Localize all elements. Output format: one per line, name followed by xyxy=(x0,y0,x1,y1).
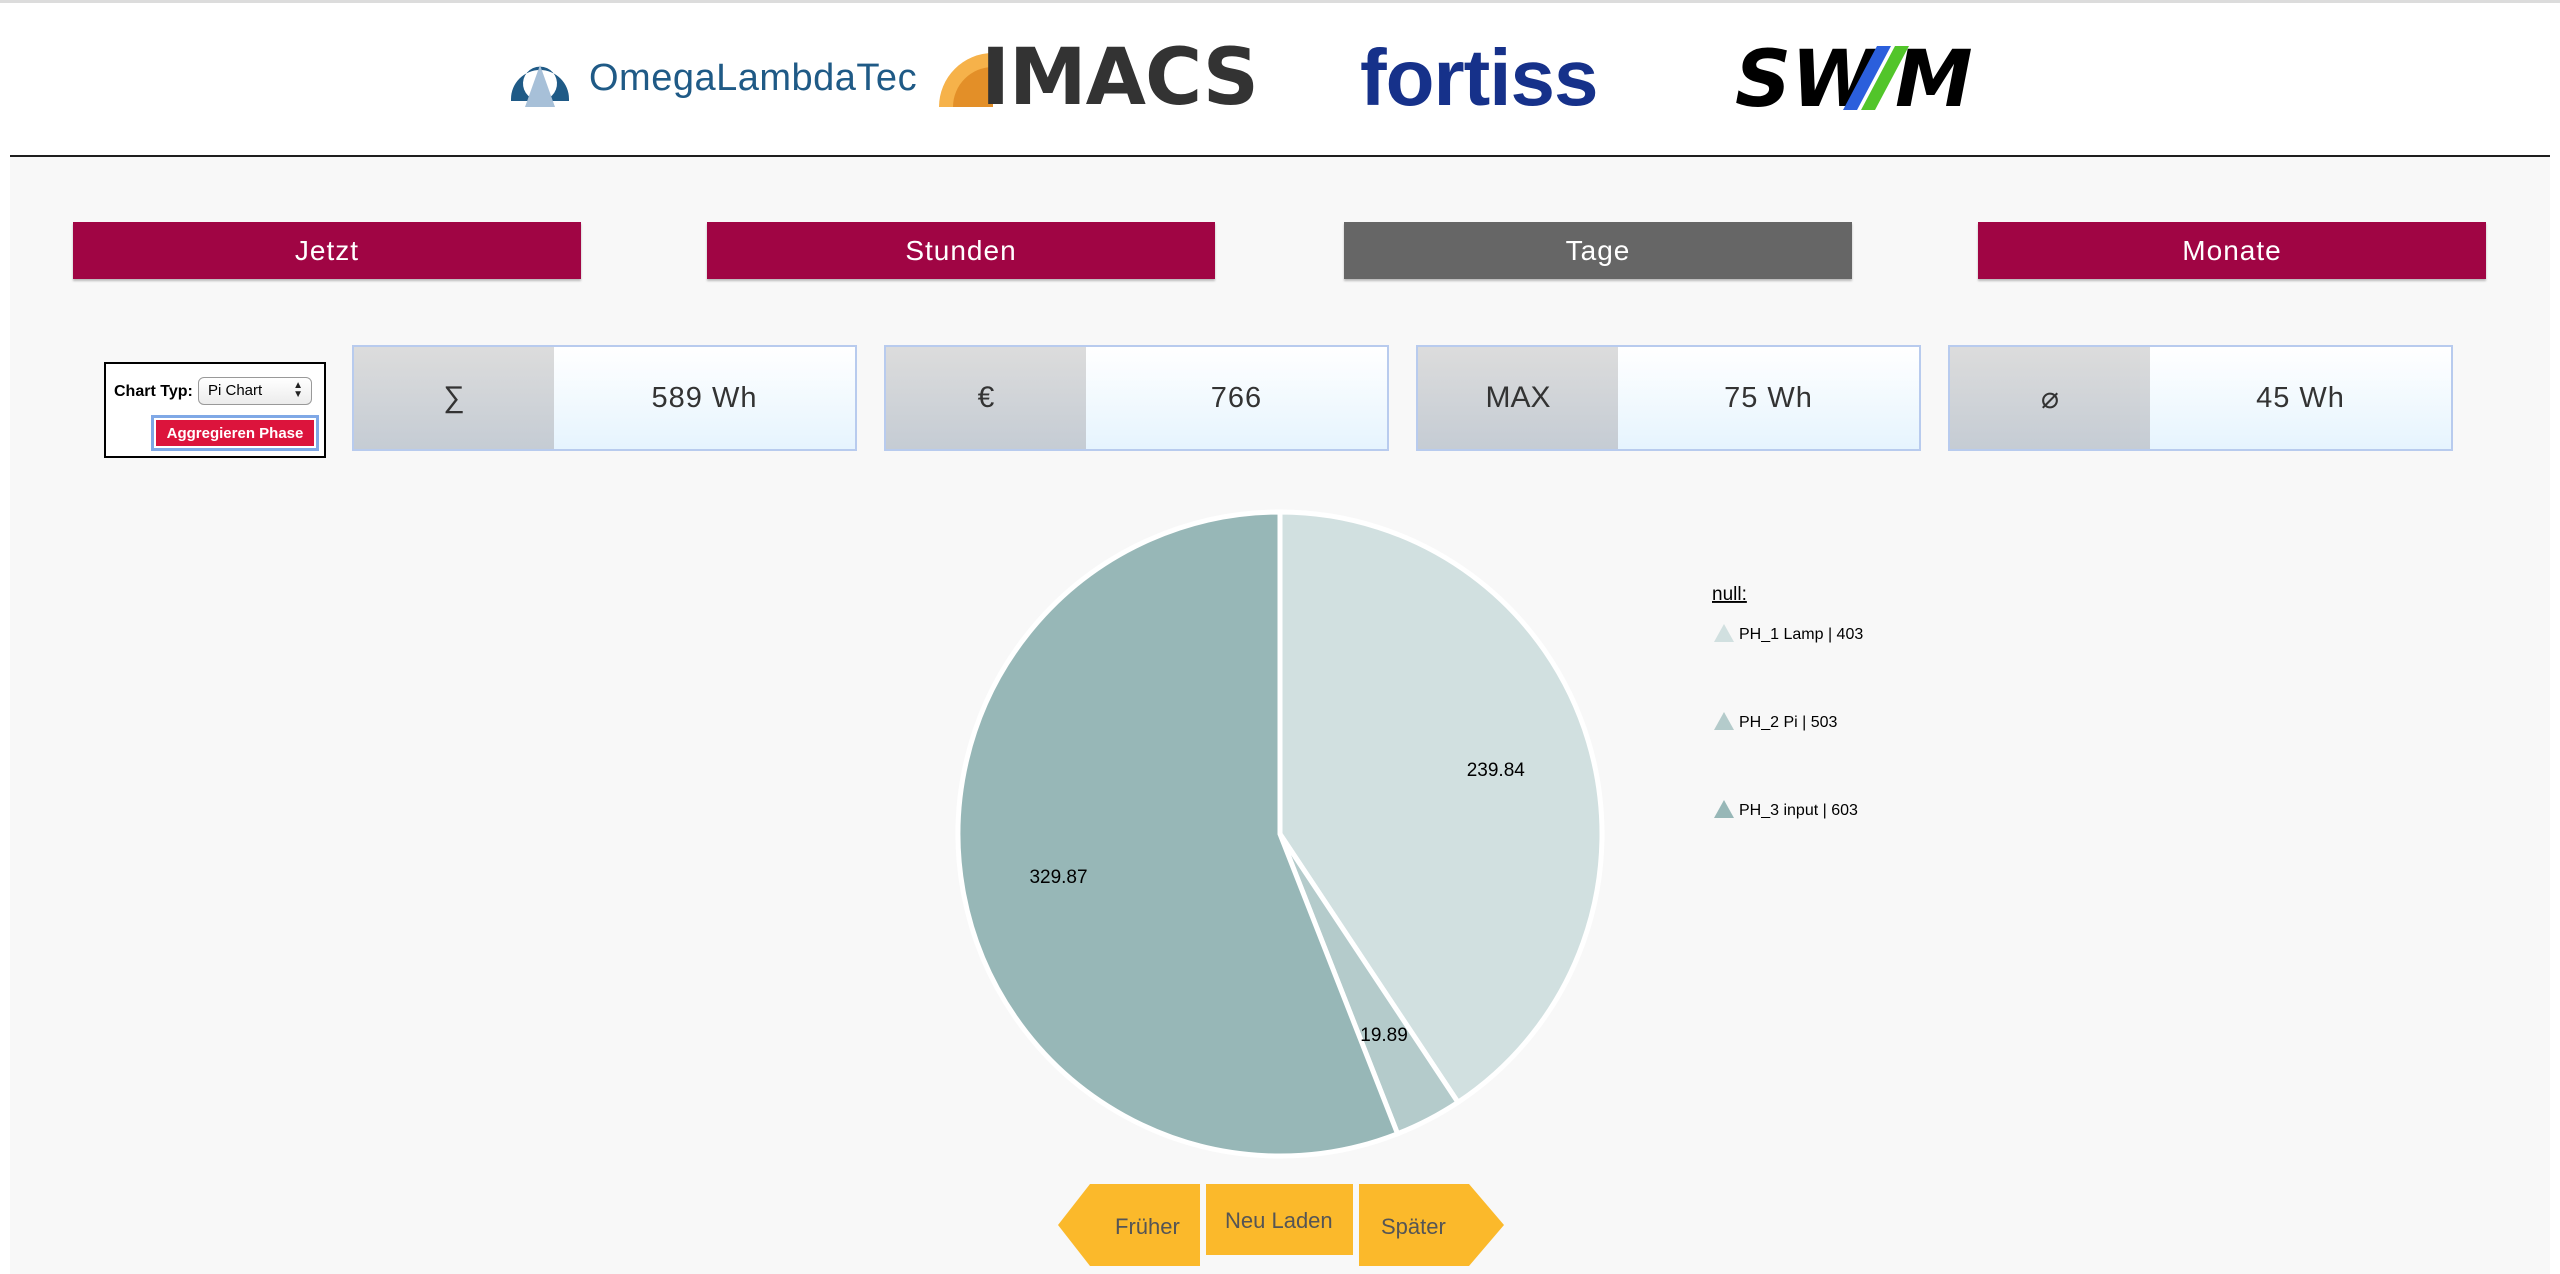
earlier-button[interactable] xyxy=(1058,1184,1200,1266)
average-icon: ⌀ xyxy=(1950,347,2150,449)
stat-cost-value: 766 xyxy=(1086,347,1387,449)
omegalambdatec-logo: OmegaLambdaTec xyxy=(505,38,917,118)
slice-data-label: 329.87 xyxy=(1029,867,1087,888)
arrow-right-icon xyxy=(1503,1225,1504,1226)
period-button-jetzt[interactable]: Jetzt xyxy=(73,222,581,279)
reload-label: Neu Laden xyxy=(1225,1208,1333,1233)
chart-type-value: Pi Chart xyxy=(208,382,263,399)
later-label: Später xyxy=(1381,1214,1446,1239)
later-button[interactable] xyxy=(1359,1184,1504,1266)
imacs-logo: IMACS xyxy=(935,33,1259,123)
stat-max-value: 75 Wh xyxy=(1618,347,1919,449)
legend-marker-icon xyxy=(1714,624,1734,642)
slice-data-label: 19.89 xyxy=(1360,1025,1408,1046)
chart-type-select[interactable]: Pi Chart ▲ ▼ xyxy=(198,377,312,405)
stat-max: MAX 75 Wh xyxy=(1416,345,1921,451)
legend-marker-icon xyxy=(1714,800,1734,818)
aggregate-phase-button[interactable]: Aggregieren Phase xyxy=(151,415,319,451)
select-arrows-icon: ▲ ▼ xyxy=(293,380,303,400)
svg-text:M: M xyxy=(1895,40,1973,116)
fortiss-logo: fortiss xyxy=(1360,33,1598,122)
chart-type-label: Chart Typ: xyxy=(114,383,193,400)
legend-entry[interactable]: PH_3 input | 603 xyxy=(1739,802,1858,819)
stat-average-value: 45 Wh xyxy=(2150,347,2451,449)
stat-sum: ∑ 589 Wh xyxy=(352,345,857,451)
header: OmegaLambdaTec IMACS fortiss SW M xyxy=(0,3,2560,155)
swm-logo: SW M xyxy=(1735,38,1987,118)
legend-title: null: xyxy=(1712,584,1747,605)
earlier-label: Früher xyxy=(1115,1214,1180,1239)
legend-entry[interactable]: PH_2 Pi | 503 xyxy=(1739,714,1838,731)
stat-sum-value: 589 Wh xyxy=(554,347,855,449)
top-border xyxy=(0,0,2560,3)
arrow-left-icon xyxy=(1058,1184,1059,1185)
period-button-stunden[interactable]: Stunden xyxy=(707,222,1215,279)
stat-average: ⌀ 45 Wh xyxy=(1948,345,2453,451)
slice-data-label: 239.84 xyxy=(1467,760,1526,781)
sunburst-icon xyxy=(939,53,993,107)
period-button-tage[interactable]: Tage xyxy=(1344,222,1852,279)
period-button-monate[interactable]: Monate xyxy=(1978,222,2486,279)
legend-entry[interactable]: PH_1 Lamp | 403 xyxy=(1739,626,1863,643)
sum-icon: ∑ xyxy=(354,347,554,449)
stat-max-label: MAX xyxy=(1418,347,1618,449)
pie-slice[interactable] xyxy=(955,509,1401,1159)
header-divider xyxy=(10,155,2550,157)
euro-icon: € xyxy=(886,347,1086,449)
legend-marker-icon xyxy=(1714,712,1734,730)
omega-icon xyxy=(511,65,569,107)
swm-logo-mark: SW M xyxy=(1735,40,1973,116)
stat-cost: € 766 xyxy=(884,345,1389,451)
chart-type-panel: Chart Typ: Pi Chart ▲ ▼ Aggregieren Phase xyxy=(104,362,326,458)
reload-button[interactable] xyxy=(1206,1184,1353,1255)
